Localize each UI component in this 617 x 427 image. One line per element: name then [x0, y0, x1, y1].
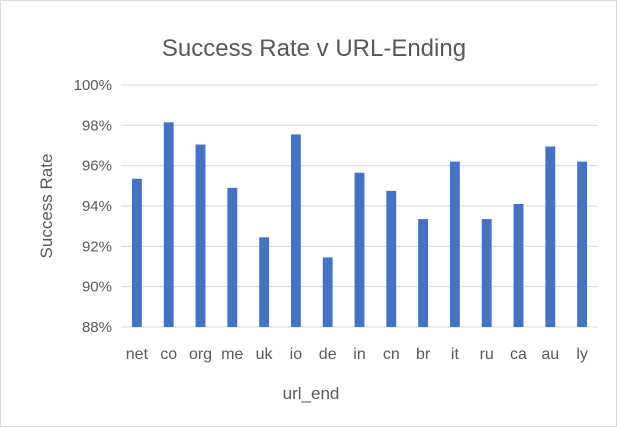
- bar-ca: [513, 203, 524, 327]
- y-axis-label: Success Rate: [37, 154, 56, 259]
- x-tick-label-ru: ru: [480, 346, 494, 363]
- bar-it: [449, 161, 460, 327]
- x-tick-label-me: me: [221, 346, 243, 363]
- y-tick-label: 94%: [82, 198, 112, 215]
- x-tick-label-io: io: [290, 346, 303, 363]
- bar-au: [545, 146, 556, 327]
- bar-ly: [577, 161, 588, 327]
- y-tick-label: 88%: [82, 319, 112, 336]
- x-axis-categories: net co org me uk io de in cn br it ru ca au ly: [126, 346, 588, 363]
- bar-io: [290, 134, 301, 327]
- x-tick-label-de: de: [319, 346, 337, 363]
- x-axis-label: url_end: [283, 384, 340, 403]
- bar-in: [354, 172, 365, 327]
- bar-ru: [481, 219, 492, 327]
- bar-uk: [259, 237, 270, 327]
- bars: [131, 122, 588, 327]
- bar-br: [418, 219, 429, 327]
- x-tick-label-in: in: [353, 346, 365, 363]
- bar-me: [227, 187, 238, 327]
- bar-cn: [386, 190, 397, 327]
- x-tick-label-co: co: [160, 346, 177, 363]
- x-tick-label-au: au: [541, 346, 559, 363]
- bar-net: [131, 178, 142, 327]
- x-tick-label-ca: ca: [510, 346, 527, 363]
- x-tick-label-org: org: [189, 346, 212, 363]
- y-axis-ticks: 88% 90% 92% 94% 96% 98% 100%: [74, 77, 112, 336]
- x-tick-label-net: net: [126, 346, 149, 363]
- x-tick-label-cn: cn: [383, 346, 400, 363]
- y-tick-label: 90%: [82, 279, 112, 296]
- x-tick-label-it: it: [451, 346, 460, 363]
- y-tick-label: 100%: [74, 77, 112, 94]
- x-tick-label-uk: uk: [256, 346, 274, 363]
- x-tick-label-br: br: [416, 346, 431, 363]
- y-tick-label: 98%: [82, 117, 112, 134]
- bar-de: [322, 257, 333, 327]
- bar-co: [163, 122, 174, 327]
- bar-org: [195, 144, 206, 327]
- x-tick-label-ly: ly: [576, 346, 588, 363]
- y-tick-label: 92%: [82, 238, 112, 255]
- y-tick-label: 96%: [82, 158, 112, 175]
- chart-title: Success Rate v URL-Ending: [162, 35, 466, 62]
